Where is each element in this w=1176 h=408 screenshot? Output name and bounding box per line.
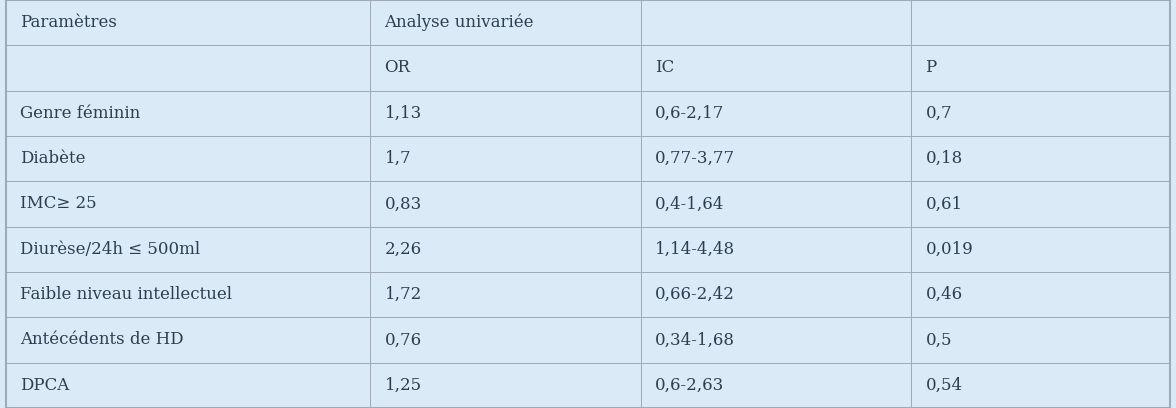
Bar (6, 91, 370, 136)
Bar (911, 91, 1170, 136)
Text: 1,25: 1,25 (385, 377, 422, 394)
Bar (6, 0, 370, 45)
Text: 0,77-3,77: 0,77-3,77 (655, 150, 735, 167)
Text: IMC≥ 25: IMC≥ 25 (20, 195, 96, 213)
Bar (370, 317, 641, 363)
Text: 1,14-4,48: 1,14-4,48 (655, 241, 735, 258)
Text: Diabète: Diabète (20, 150, 86, 167)
Bar (911, 272, 1170, 317)
Bar (6, 227, 370, 272)
Text: 0,54: 0,54 (926, 377, 963, 394)
Bar (911, 317, 1170, 363)
Text: 0,4-1,64: 0,4-1,64 (655, 195, 724, 213)
Bar (641, 363, 911, 408)
Text: Antécédents de HD: Antécédents de HD (20, 331, 183, 348)
Bar (370, 181, 641, 227)
Bar (370, 0, 641, 45)
Bar (6, 272, 370, 317)
Bar (370, 272, 641, 317)
Bar (6, 317, 370, 363)
Bar (911, 227, 1170, 272)
Bar (641, 91, 911, 136)
Bar (911, 363, 1170, 408)
Bar (641, 317, 911, 363)
Bar (6, 45, 370, 91)
Text: 0,7: 0,7 (926, 105, 953, 122)
Text: Faible niveau intellectuel: Faible niveau intellectuel (20, 286, 232, 303)
Text: 0,6-2,17: 0,6-2,17 (655, 105, 724, 122)
Text: Paramètres: Paramètres (20, 14, 116, 31)
Text: 0,34-1,68: 0,34-1,68 (655, 331, 735, 348)
Text: IC: IC (655, 60, 674, 77)
Text: 0,76: 0,76 (385, 331, 422, 348)
Text: 0,83: 0,83 (385, 195, 422, 213)
Bar (641, 0, 911, 45)
Bar (6, 181, 370, 227)
Bar (641, 45, 911, 91)
Text: 0,6-2,63: 0,6-2,63 (655, 377, 724, 394)
Bar (370, 91, 641, 136)
Bar (641, 181, 911, 227)
Bar (911, 45, 1170, 91)
Bar (370, 45, 641, 91)
Text: 0,5: 0,5 (926, 331, 953, 348)
Text: P: P (926, 60, 937, 77)
Bar (641, 136, 911, 181)
Bar (370, 227, 641, 272)
Bar (641, 227, 911, 272)
Text: Diurèse/24h ≤ 500ml: Diurèse/24h ≤ 500ml (20, 241, 200, 258)
Bar (370, 136, 641, 181)
Text: 0,66-2,42: 0,66-2,42 (655, 286, 735, 303)
Bar (370, 363, 641, 408)
Text: 0,18: 0,18 (926, 150, 963, 167)
Text: 1,7: 1,7 (385, 150, 412, 167)
Bar (911, 0, 1170, 45)
Text: 0,46: 0,46 (926, 286, 963, 303)
Bar (6, 363, 370, 408)
Text: 1,72: 1,72 (385, 286, 422, 303)
Text: 0,019: 0,019 (926, 241, 974, 258)
Text: 2,26: 2,26 (385, 241, 422, 258)
Bar (641, 272, 911, 317)
Bar (6, 136, 370, 181)
Text: Genre féminin: Genre féminin (20, 105, 140, 122)
Text: OR: OR (385, 60, 410, 77)
Text: 1,13: 1,13 (385, 105, 422, 122)
Text: DPCA: DPCA (20, 377, 69, 394)
Bar (911, 136, 1170, 181)
Text: Analyse univariée: Analyse univariée (385, 14, 534, 31)
Bar (911, 181, 1170, 227)
Text: 0,61: 0,61 (926, 195, 963, 213)
